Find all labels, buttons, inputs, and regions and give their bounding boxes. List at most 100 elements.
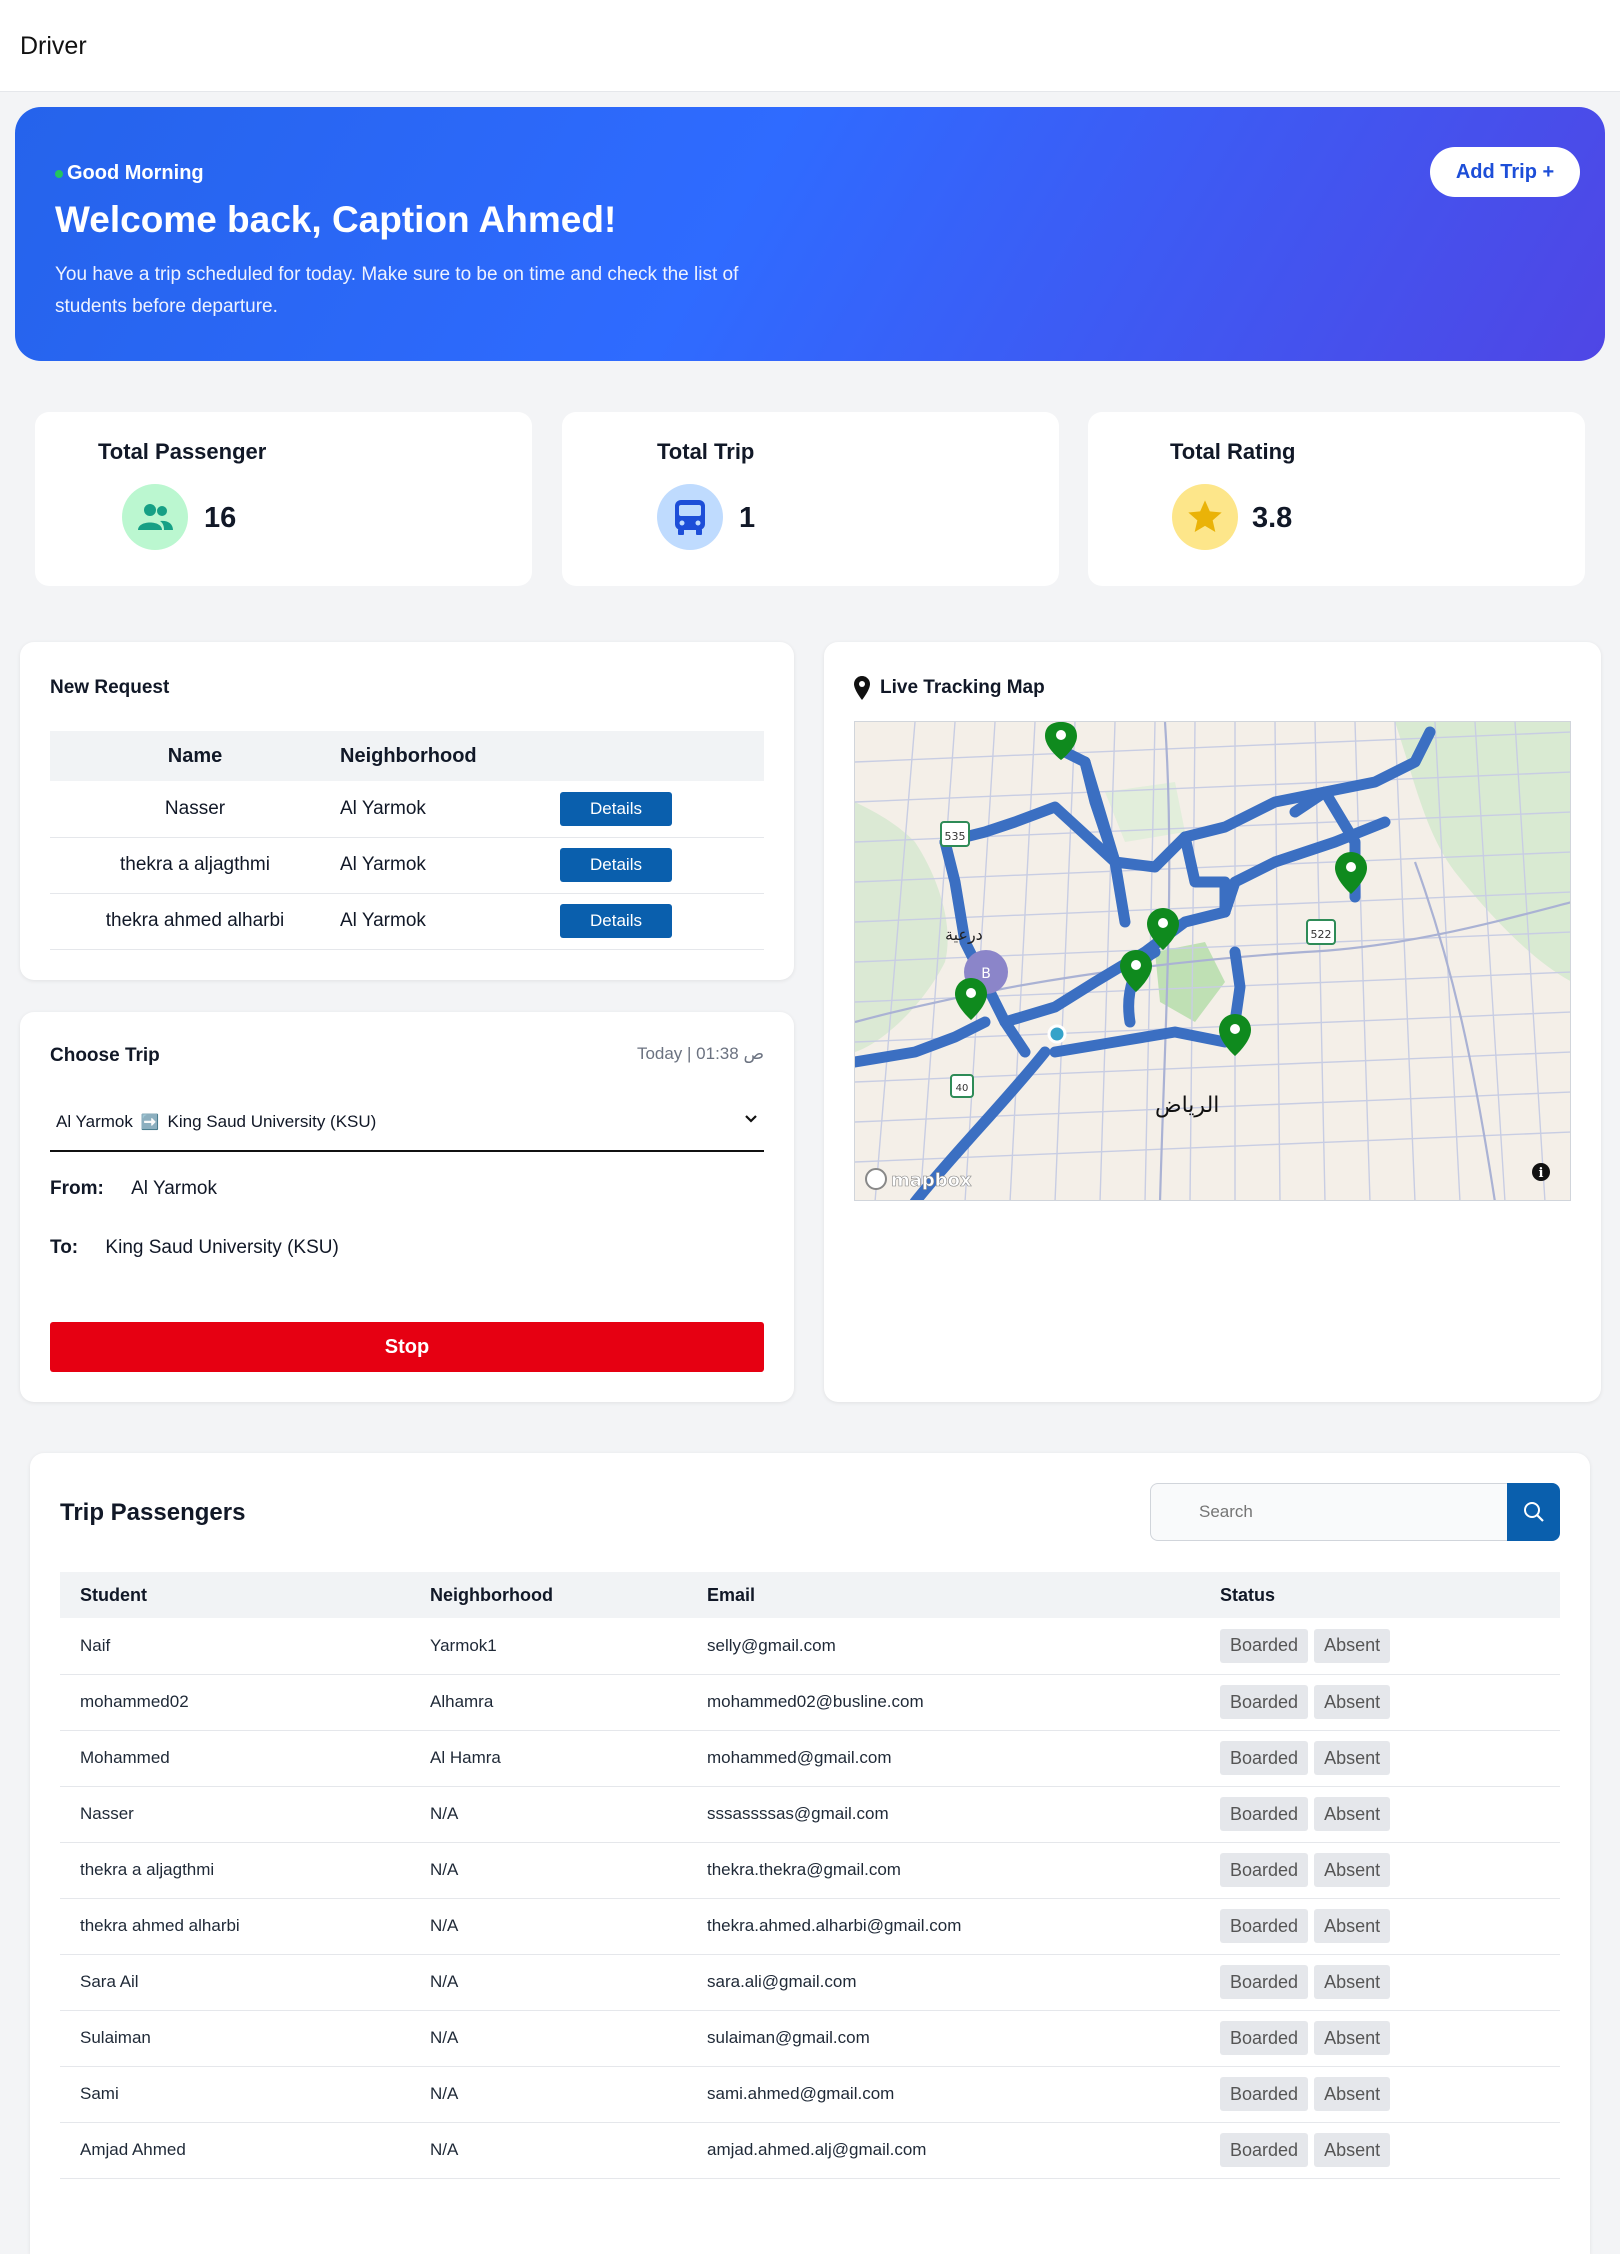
student-neighborhood: N/A: [410, 1842, 687, 1899]
absent-button[interactable]: Absent: [1314, 1797, 1391, 1831]
mapbox-logo-icon: [865, 1168, 887, 1190]
selected-to: King Saud University (KSU): [167, 1112, 377, 1131]
request-neighborhood: Al Yarmok: [340, 781, 560, 838]
live-map-card: Live Tracking Map: [824, 642, 1601, 1402]
to-label: To:: [50, 1237, 79, 1258]
student-name: Nasser: [60, 1786, 410, 1843]
absent-button[interactable]: Absent: [1314, 2021, 1391, 2055]
column-header: Neighborhood: [340, 731, 560, 781]
boarded-button[interactable]: Boarded: [1220, 1797, 1309, 1831]
student-email: mohammed@gmail.com: [687, 1730, 1200, 1787]
boarded-button[interactable]: Boarded: [1220, 1853, 1309, 1887]
student-email: sara.ali@gmail.com: [687, 1954, 1200, 2011]
absent-button[interactable]: Absent: [1314, 1965, 1391, 1999]
student-name: mohammed02: [60, 1674, 410, 1731]
from-label: From:: [50, 1178, 104, 1199]
svg-text:i: i: [1539, 1166, 1544, 1181]
student-email: sssassssas@gmail.com: [687, 1786, 1200, 1843]
table-row: Mohammed Al Hamra mohammed@gmail.com Boarde…: [60, 1730, 1560, 1787]
trip-time: Today | 01:38 ص: [636, 1044, 764, 1063]
highway-badge-icon: 535 522 40: [940, 821, 1336, 1098]
student-email: thekra.ahmed.alharbi@gmail.com: [687, 1898, 1200, 1955]
district-label: درعية: [945, 925, 983, 945]
stat-value: 3.8: [1252, 502, 1293, 534]
search-box: [1150, 1483, 1560, 1541]
absent-button[interactable]: Absent: [1314, 2077, 1391, 2111]
add-trip-button[interactable]: Add Trip +: [1430, 147, 1580, 197]
request-neighborhood: Al Yarmok: [340, 893, 560, 950]
cluster-label: B: [981, 966, 991, 982]
to-row: To: King Saud University (KSU): [50, 1237, 339, 1259]
student-name: Sara Ail: [60, 1954, 410, 2011]
table-row: Sulaiman N/A sulaiman@gmail.com Boarded Abse…: [60, 2010, 1560, 2067]
student-email: thekra.thekra@gmail.com: [687, 1842, 1200, 1899]
map-attribution: mapbox: [891, 1170, 972, 1191]
student-name: Sami: [60, 2066, 410, 2123]
search-button[interactable]: [1507, 1483, 1560, 1541]
tracking-map[interactable]: 535 522 40 درعية الرياض B: [854, 721, 1571, 1201]
boarded-button[interactable]: Boarded: [1220, 2021, 1309, 2055]
table-row: Nasser Al Yarmok Details: [50, 781, 764, 838]
absent-button[interactable]: Absent: [1314, 1685, 1391, 1719]
trip-select[interactable]: Al Yarmok ➡️ King Saud University (KSU): [50, 1094, 764, 1152]
trip-passengers-card: Trip Passengers Student Neighborhood Ema…: [30, 1453, 1590, 2254]
student-neighborhood: Al Hamra: [410, 1730, 687, 1787]
boarded-button[interactable]: Boarded: [1220, 1909, 1309, 1943]
student-name: thekra a aljagthmi: [60, 1842, 410, 1899]
arrow-right-icon: ➡️: [140, 1114, 160, 1131]
student-name: thekra ahmed alharbi: [60, 1898, 410, 1955]
column-header: Student: [60, 1572, 410, 1618]
student-neighborhood: N/A: [410, 2122, 687, 2179]
absent-button[interactable]: Absent: [1314, 1628, 1391, 1663]
student-neighborhood: N/A: [410, 1898, 687, 1955]
page-title: Driver: [20, 32, 87, 60]
card-title: Choose Trip: [50, 1045, 160, 1066]
from-row: From: Al Yarmok: [50, 1178, 217, 1200]
request-neighborhood: Al Yarmok: [340, 837, 560, 894]
greeting-text: Good Morning: [67, 162, 204, 184]
map-title-row: Live Tracking Map: [854, 676, 1045, 700]
highway-badge: 522: [1311, 928, 1332, 941]
map-canvas[interactable]: 535 522 40 درعية الرياض B: [855, 722, 1571, 1201]
student-name: Mohammed: [60, 1730, 410, 1787]
highway-badge: 535: [945, 830, 966, 843]
boarded-button[interactable]: Boarded: [1220, 2133, 1309, 2167]
boarded-button[interactable]: Boarded: [1220, 1685, 1309, 1719]
card-title: Live Tracking Map: [880, 677, 1045, 698]
welcome-banner: Good Morning Welcome back, Caption Ahmed…: [15, 107, 1605, 361]
boarded-button[interactable]: Boarded: [1220, 1741, 1309, 1775]
to-value: King Saud University (KSU): [105, 1237, 339, 1258]
student-neighborhood: N/A: [410, 1954, 687, 2011]
chevron-down-icon: [745, 1115, 757, 1123]
stat-label: Total Trip: [657, 439, 755, 464]
absent-button[interactable]: Absent: [1314, 1741, 1391, 1775]
card-title: Trip Passengers: [60, 1499, 246, 1526]
absent-button[interactable]: Absent: [1314, 1853, 1391, 1887]
table-row: Sami N/A sami.ahmed@gmail.com Boarded Absent: [60, 2066, 1560, 2123]
stat-card-passenger: Total Passenger 16: [35, 412, 532, 586]
details-button[interactable]: Details: [560, 904, 672, 938]
stat-card-trip: Total Trip 1: [562, 412, 1059, 586]
absent-button[interactable]: Absent: [1314, 1909, 1391, 1943]
stop-button[interactable]: Stop: [50, 1322, 764, 1372]
student-email: selly@gmail.com: [687, 1618, 1200, 1675]
welcome-description: You have a trip scheduled for today. Mak…: [55, 264, 739, 317]
column-header: Status: [1200, 1572, 1560, 1618]
boarded-button[interactable]: Boarded: [1220, 1965, 1309, 1999]
stop-marker-icons[interactable]: [955, 722, 1367, 1056]
student-neighborhood: Alhamra: [410, 1674, 687, 1731]
details-button[interactable]: Details: [560, 791, 672, 826]
details-button[interactable]: Details: [560, 848, 672, 882]
stat-card-rating: Total Rating 3.8: [1088, 412, 1585, 586]
search-icon: [1523, 1502, 1544, 1522]
table-row: Amjad Ahmed N/A amjad.ahmed.alj@gmail.com B…: [60, 2122, 1560, 2179]
absent-button[interactable]: Absent: [1314, 2133, 1391, 2167]
student-neighborhood: N/A: [410, 2066, 687, 2123]
boarded-button[interactable]: Boarded: [1220, 1628, 1309, 1663]
table-row: mohammed02 Alhamra mohammed02@busline.com B…: [60, 1674, 1560, 1731]
request-table: Name Neighborhood Nasser Al Yarmok Details…: [50, 731, 764, 950]
boarded-button[interactable]: Boarded: [1220, 2077, 1309, 2111]
info-icon[interactable]: [1532, 1163, 1550, 1181]
search-input[interactable]: [1150, 1483, 1510, 1541]
stat-value: 16: [204, 502, 237, 534]
